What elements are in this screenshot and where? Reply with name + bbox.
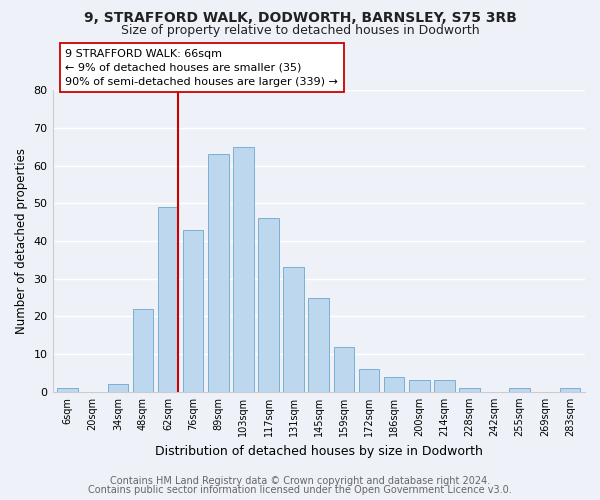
Text: Contains public sector information licensed under the Open Government Licence v3: Contains public sector information licen… bbox=[88, 485, 512, 495]
Bar bbox=[409, 380, 430, 392]
Bar bbox=[459, 388, 480, 392]
Bar bbox=[233, 147, 254, 392]
Text: 9 STRAFFORD WALK: 66sqm
← 9% of detached houses are smaller (35)
90% of semi-det: 9 STRAFFORD WALK: 66sqm ← 9% of detached… bbox=[65, 48, 338, 86]
Bar bbox=[107, 384, 128, 392]
Bar bbox=[384, 376, 404, 392]
Bar bbox=[133, 309, 153, 392]
Bar bbox=[208, 154, 229, 392]
Bar bbox=[183, 230, 203, 392]
Bar bbox=[283, 268, 304, 392]
Bar bbox=[359, 369, 379, 392]
Text: Size of property relative to detached houses in Dodworth: Size of property relative to detached ho… bbox=[121, 24, 479, 37]
Bar bbox=[258, 218, 279, 392]
Bar bbox=[509, 388, 530, 392]
Bar bbox=[334, 346, 354, 392]
Bar bbox=[560, 388, 580, 392]
Bar bbox=[158, 207, 178, 392]
Bar bbox=[308, 298, 329, 392]
Text: Contains HM Land Registry data © Crown copyright and database right 2024.: Contains HM Land Registry data © Crown c… bbox=[110, 476, 490, 486]
Bar bbox=[58, 388, 78, 392]
X-axis label: Distribution of detached houses by size in Dodworth: Distribution of detached houses by size … bbox=[155, 444, 483, 458]
Y-axis label: Number of detached properties: Number of detached properties bbox=[15, 148, 28, 334]
Text: 9, STRAFFORD WALK, DODWORTH, BARNSLEY, S75 3RB: 9, STRAFFORD WALK, DODWORTH, BARNSLEY, S… bbox=[83, 11, 517, 25]
Bar bbox=[434, 380, 455, 392]
